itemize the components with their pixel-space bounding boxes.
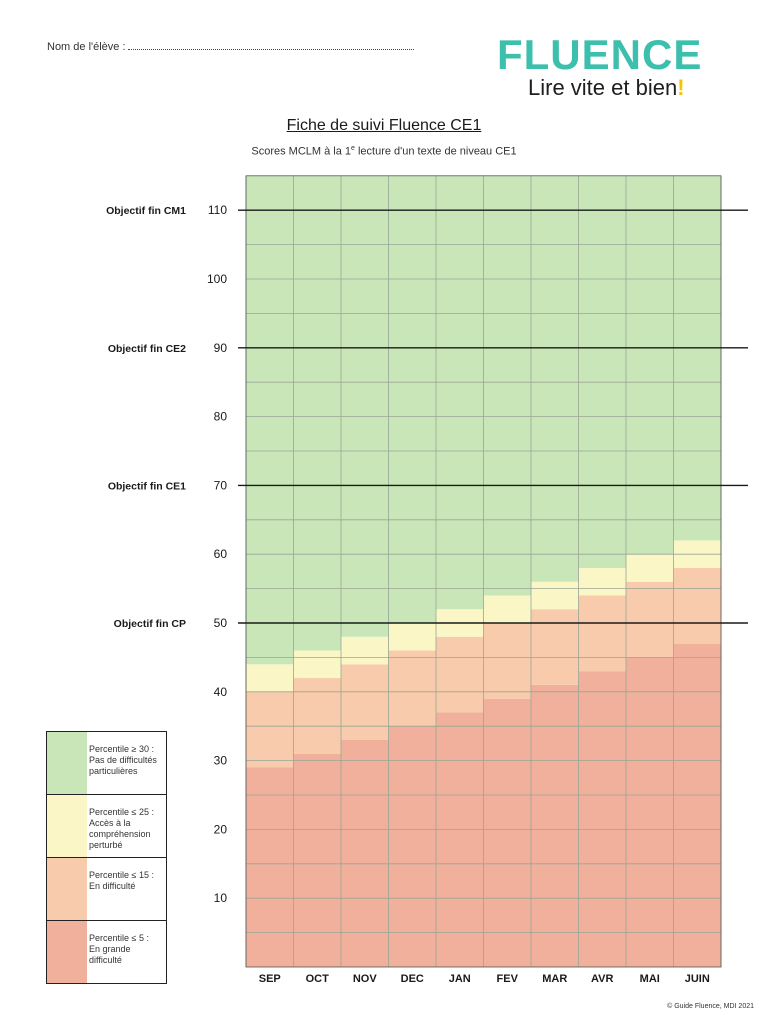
subtitle-pre: Scores MCLM à la 1: [251, 145, 352, 158]
salmon-band-nov: [341, 739, 389, 967]
salmon-band-juin: [673, 643, 722, 967]
subtitle-sup: e: [351, 145, 355, 152]
legend-label: Percentile ≥ 30 : Pas de difficultés par…: [87, 732, 166, 794]
yellow-band-nov: [341, 636, 389, 665]
y-tick-label: 90: [214, 341, 228, 355]
peach-band-sep: [246, 691, 294, 768]
x-tick-label: FEV: [497, 973, 519, 985]
yellow-band-mar: [531, 581, 579, 610]
salmon-band-fev: [483, 698, 532, 967]
y-tick-label: 30: [214, 754, 228, 768]
yellow-band-sep: [246, 664, 294, 692]
objective-label: Objectif fin CM1: [106, 205, 186, 217]
peach-band-avr: [578, 595, 627, 672]
fluence-logo: FLUENCE Lire vite et bien!: [497, 34, 707, 104]
plot-frame: [245, 175, 722, 968]
legend-item-peach: Percentile ≤ 15 : En difficulté: [47, 858, 166, 921]
copyright: © Guide Fluence, MDI 2021: [667, 1003, 754, 1010]
yellow-band-avr: [578, 567, 627, 596]
salmon-band-dec: [388, 726, 437, 967]
y-tick-label: 20: [214, 822, 228, 836]
green-band-nov: [341, 175, 389, 637]
green-band-fev: [483, 175, 532, 596]
x-tick-label: JUIN: [685, 973, 710, 985]
yellow-band-dec: [388, 623, 437, 651]
green-band-oct: [293, 175, 342, 651]
green-band-mar: [531, 175, 579, 582]
y-tick-label: 50: [214, 616, 228, 630]
peach-band-nov: [341, 664, 389, 740]
page-title: Fiche de suivi Fluence CE1: [286, 117, 482, 134]
y-tick-label: 80: [214, 410, 228, 424]
peach-band-mar: [531, 609, 579, 685]
x-tick-label: MAI: [640, 973, 660, 985]
salmon-band-sep: [246, 767, 294, 967]
objective-label: Objectif fin CE1: [108, 480, 186, 492]
logo-tagline: Lire vite et bien!: [528, 76, 685, 100]
student-name-dotted-line: [127, 49, 414, 50]
objective-label: Objectif fin CP: [114, 618, 186, 630]
peach-band-juin: [673, 567, 722, 644]
subtitle-post: lecture d'un texte de niveau CE1: [354, 145, 517, 158]
logo-exclamation: !: [677, 75, 685, 100]
x-tick-label: JAN: [449, 973, 471, 985]
salmon-band-mar: [531, 684, 579, 967]
green-band-mai: [626, 175, 674, 555]
x-tick-label: NOV: [353, 973, 378, 985]
yellow-band-fev: [483, 595, 532, 623]
y-tick-label: 70: [214, 478, 228, 492]
y-tick-label: 60: [214, 547, 228, 561]
x-tick-label: DEC: [401, 973, 424, 985]
peach-band-oct: [293, 678, 342, 754]
logo-wordmark: FLUENCE: [497, 31, 703, 78]
x-tick-label: AVR: [591, 973, 613, 985]
yellow-band-oct: [293, 650, 342, 679]
y-tick-label: 10: [214, 891, 228, 905]
page-subtitle: Scores MCLM à la 1e lecture d'un texte d…: [0, 145, 768, 158]
y-tick-label: 40: [214, 685, 228, 699]
x-tick-label: SEP: [259, 973, 281, 985]
peach-band-mai: [626, 581, 674, 658]
student-name-field[interactable]: Nom de l'élève :: [47, 41, 414, 53]
peach-band-jan: [436, 636, 484, 713]
objective-label: Objectif fin CE2: [108, 343, 186, 355]
y-tick-label: 100: [207, 272, 227, 286]
peach-band-dec: [388, 650, 437, 727]
green-band-jan: [436, 175, 484, 610]
x-tick-label: OCT: [306, 973, 330, 985]
legend-label: Percentile ≤ 25 : Accès à la compréhensi…: [87, 795, 166, 857]
legend-label: Percentile ≤ 5 : En grande difficulté: [87, 921, 166, 983]
student-name-label: Nom de l'élève :: [47, 41, 126, 53]
salmon-band-avr: [578, 671, 627, 967]
y-tick-label: 110: [208, 203, 227, 217]
legend-item-yellow: Percentile ≤ 25 : Accès à la compréhensi…: [47, 795, 166, 858]
logo-tagline-text: Lire vite et bien: [528, 75, 678, 100]
green-band-sep: [246, 175, 294, 665]
salmon-band-mai: [626, 657, 674, 967]
green-band-avr: [578, 175, 627, 568]
yellow-band-mai: [626, 554, 674, 582]
x-tick-label: MAR: [542, 973, 567, 985]
salmon-band-oct: [293, 753, 342, 967]
legend-item-salmon: Percentile ≤ 5 : En grande difficulté: [47, 921, 166, 984]
legend: Percentile ≥ 30 : Pas de difficultés par…: [46, 731, 167, 984]
legend-item-green: Percentile ≥ 30 : Pas de difficultés par…: [47, 732, 166, 795]
legend-label: Percentile ≤ 15 : En difficulté: [87, 858, 166, 920]
green-band-juin: [673, 175, 722, 541]
salmon-band-jan: [436, 712, 484, 967]
green-band-dec: [388, 175, 437, 624]
peach-band-fev: [483, 623, 532, 699]
